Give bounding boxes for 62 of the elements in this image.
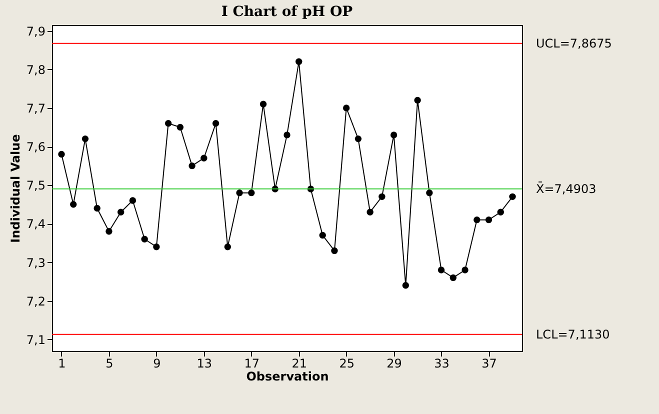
y-tick-label: 7,6 <box>26 140 46 154</box>
point <box>485 216 492 224</box>
point <box>474 216 480 224</box>
point <box>462 266 468 274</box>
point <box>296 58 302 65</box>
y-tick-label: 7,3 <box>26 256 46 270</box>
ref-line-label: LCL=7,1130 <box>536 327 610 342</box>
x-axis-title: Observation <box>246 370 329 384</box>
point <box>117 208 124 216</box>
point <box>497 208 504 216</box>
x-tick-label: 5 <box>106 356 114 370</box>
point <box>212 120 220 127</box>
y-tick-label: 7,9 <box>26 24 46 38</box>
point <box>224 243 232 250</box>
point <box>366 208 374 216</box>
point <box>176 124 184 131</box>
point <box>106 228 112 235</box>
point <box>153 243 160 250</box>
point <box>188 162 196 170</box>
point <box>390 132 398 138</box>
y-tick-label: 7,4 <box>26 217 46 232</box>
point <box>331 247 338 254</box>
point <box>426 189 433 196</box>
ref-line-label: UCL=7,8675 <box>536 36 612 50</box>
x-tick-label: 37 <box>482 356 497 370</box>
point <box>141 236 148 242</box>
y-tick-label: 7,8 <box>26 62 46 77</box>
point <box>248 189 255 196</box>
x-tick-label: 33 <box>434 356 450 370</box>
point <box>82 135 89 142</box>
point <box>450 274 457 282</box>
y-tick-label: 7,5 <box>26 178 46 193</box>
y-tick-label: 7,7 <box>26 101 46 116</box>
point <box>342 104 350 112</box>
point <box>438 266 445 274</box>
point <box>354 135 362 142</box>
point <box>509 193 516 200</box>
point <box>236 189 243 196</box>
x-tick-label: 1 <box>58 356 66 370</box>
point <box>58 150 65 158</box>
x-tick-label: 29 <box>386 356 402 370</box>
point <box>284 132 290 138</box>
x-tick-label: 13 <box>196 356 212 370</box>
x-tick-label: 9 <box>153 356 161 370</box>
point <box>402 282 410 289</box>
x-tick-label: 25 <box>339 356 354 370</box>
x-tick-label: 17 <box>244 356 260 370</box>
chart-title: I Chart of pH OP <box>221 4 354 20</box>
point <box>70 201 77 208</box>
x-tick-label: 21 <box>292 356 308 370</box>
point <box>378 193 386 200</box>
point <box>319 232 326 239</box>
y-tick-label: 7,1 <box>26 332 46 347</box>
point <box>164 120 172 127</box>
point <box>94 204 100 212</box>
ref-line-label: X̄=7,4903 <box>536 182 596 196</box>
point <box>414 96 421 104</box>
y-tick-label: 7,2 <box>26 294 46 308</box>
point <box>129 197 136 204</box>
point <box>200 154 208 162</box>
y-axis-title: Individual Value <box>8 134 22 243</box>
point <box>260 100 267 108</box>
